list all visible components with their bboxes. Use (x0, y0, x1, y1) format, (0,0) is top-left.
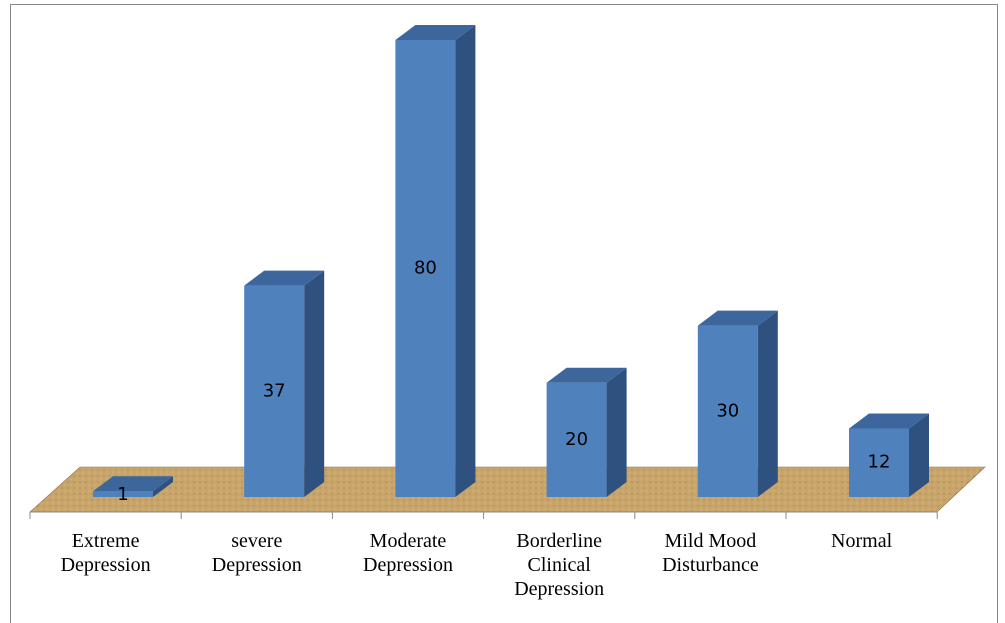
value-label: 20 (565, 429, 588, 450)
x-tick-label: severe Depression (211, 530, 302, 576)
value-label: 37 (263, 380, 286, 401)
value-label: 30 (716, 400, 739, 421)
value-label: 1 (117, 484, 128, 505)
bar-top (849, 413, 929, 429)
bar-top (395, 25, 476, 40)
x-tick-label: Borderline Clinical Depression (514, 530, 605, 600)
bar-front (849, 428, 909, 497)
floor (29, 466, 986, 513)
bar-front (395, 40, 456, 497)
bar-side (909, 413, 929, 497)
value-label: 80 (414, 258, 437, 279)
bar-side (153, 476, 173, 497)
bar-front (697, 325, 758, 497)
bar-top (93, 476, 173, 492)
bar-front (546, 382, 607, 497)
bar-side (304, 270, 325, 497)
bar-top (546, 367, 627, 383)
x-tick-label: Normal (831, 530, 893, 552)
bar (546, 367, 627, 497)
bar (395, 25, 476, 497)
x-tick-label: Moderate Depression (363, 530, 453, 576)
bar (697, 310, 778, 497)
x-tick-label: Extreme Depression (60, 530, 151, 576)
bar-top (697, 310, 778, 326)
x-tick-label: Mild Mood Disturbance (662, 530, 759, 576)
bar (93, 476, 173, 497)
bar-side (757, 310, 778, 497)
bar-side (455, 25, 476, 497)
bar-top (244, 270, 325, 286)
bar (849, 413, 929, 497)
bar-front (93, 491, 153, 497)
bar-front (244, 285, 305, 497)
value-label: 12 (868, 452, 891, 473)
bar-side (606, 367, 627, 497)
bar (244, 270, 325, 497)
chart-border (10, 4, 998, 623)
